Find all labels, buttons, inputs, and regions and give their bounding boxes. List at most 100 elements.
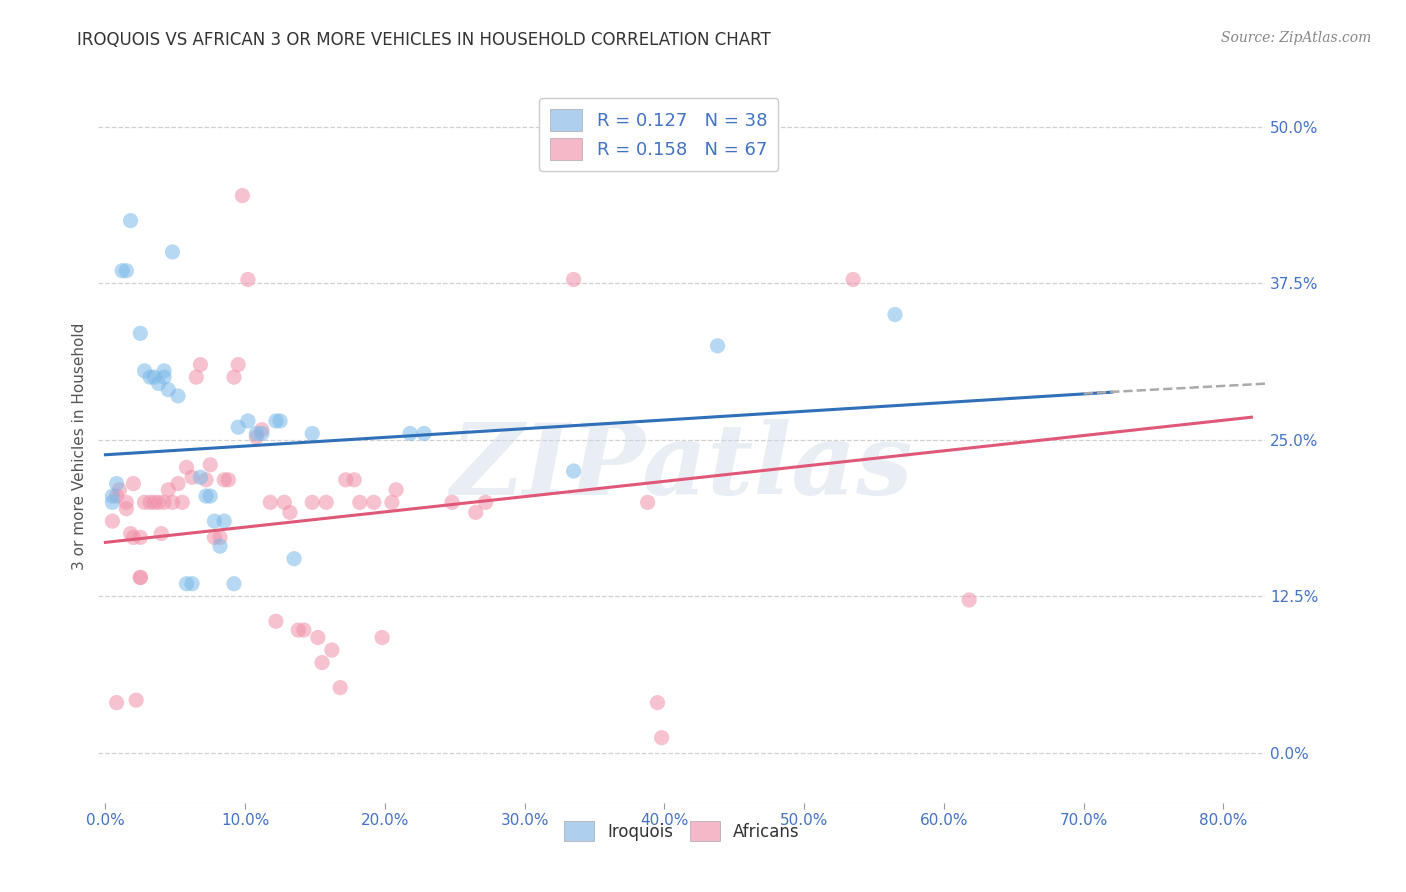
Point [278,505,301,519]
Point [884,308,907,322]
Point [222,370,245,384]
Point [273,495,295,509]
Point [105,476,128,491]
Point [269,414,291,428]
Text: IROQUOIS VS AFRICAN 3 OR MORE VEHICLES IN HOUSEHOLD CORRELATION CHART: IROQUOIS VS AFRICAN 3 OR MORE VEHICLES I… [77,31,770,49]
Point [637,495,659,509]
Point [208,539,231,553]
Point [212,514,235,528]
Point [129,570,152,584]
Point [208,530,231,544]
Point [287,623,309,637]
Point [125,693,148,707]
Point [562,272,585,286]
Point [307,631,329,645]
Point [195,473,218,487]
Point [101,514,124,528]
Point [335,473,357,487]
Point [101,489,124,503]
Point [186,370,208,384]
Point [115,264,138,278]
Point [167,389,190,403]
Point [129,570,152,584]
Point [413,426,436,441]
Point [250,423,273,437]
Point [120,526,142,541]
Point [363,495,385,509]
Point [259,495,281,509]
Point [105,489,128,503]
Point [245,426,267,441]
Point [321,643,343,657]
Point [399,426,422,441]
Point [181,470,204,484]
Point [153,370,176,384]
Point [264,414,287,428]
Point [212,473,235,487]
Point [111,264,134,278]
Point [311,656,333,670]
Point [204,530,226,544]
Point [115,501,138,516]
Point [150,526,173,541]
Point [176,460,198,475]
Point [464,505,486,519]
Point [115,495,138,509]
Point [200,489,222,503]
Point [226,358,249,372]
Point [190,358,212,372]
Point [120,213,142,227]
Point [474,495,496,509]
Point [176,576,198,591]
Text: Source: ZipAtlas.com: Source: ZipAtlas.com [1220,31,1371,45]
Point [157,383,180,397]
Point [167,476,190,491]
Point [162,495,184,509]
Point [195,489,218,503]
Point [651,731,673,745]
Point [301,495,323,509]
Point [236,272,259,286]
Point [440,495,463,509]
Point [129,530,152,544]
Point [134,495,156,509]
Point [315,495,337,509]
Point [200,458,222,472]
Point [143,495,166,509]
Point [101,495,124,509]
Point [292,623,315,637]
Point [157,483,180,497]
Point [217,473,239,487]
Point [329,681,352,695]
Point [108,483,131,497]
Point [343,473,366,487]
Point [283,551,305,566]
Point [236,414,259,428]
Point [190,470,212,484]
Point [204,514,226,528]
Point [231,188,253,202]
Point [842,272,865,286]
Point [381,495,404,509]
Point [222,576,245,591]
Point [371,631,394,645]
Point [129,326,152,341]
Point [143,370,166,384]
Point [105,696,128,710]
Point [181,576,204,591]
Point [385,483,408,497]
Point [264,614,287,628]
Point [226,420,249,434]
Point [153,364,176,378]
Point [148,495,170,509]
Point [139,495,162,509]
Text: ZIPatlas: ZIPatlas [451,419,912,516]
Point [647,696,669,710]
Point [301,426,323,441]
Point [139,370,162,384]
Point [349,495,371,509]
Point [122,476,145,491]
Point [245,430,267,444]
Y-axis label: 3 or more Vehicles in Household: 3 or more Vehicles in Household [72,322,87,570]
Point [250,426,273,441]
